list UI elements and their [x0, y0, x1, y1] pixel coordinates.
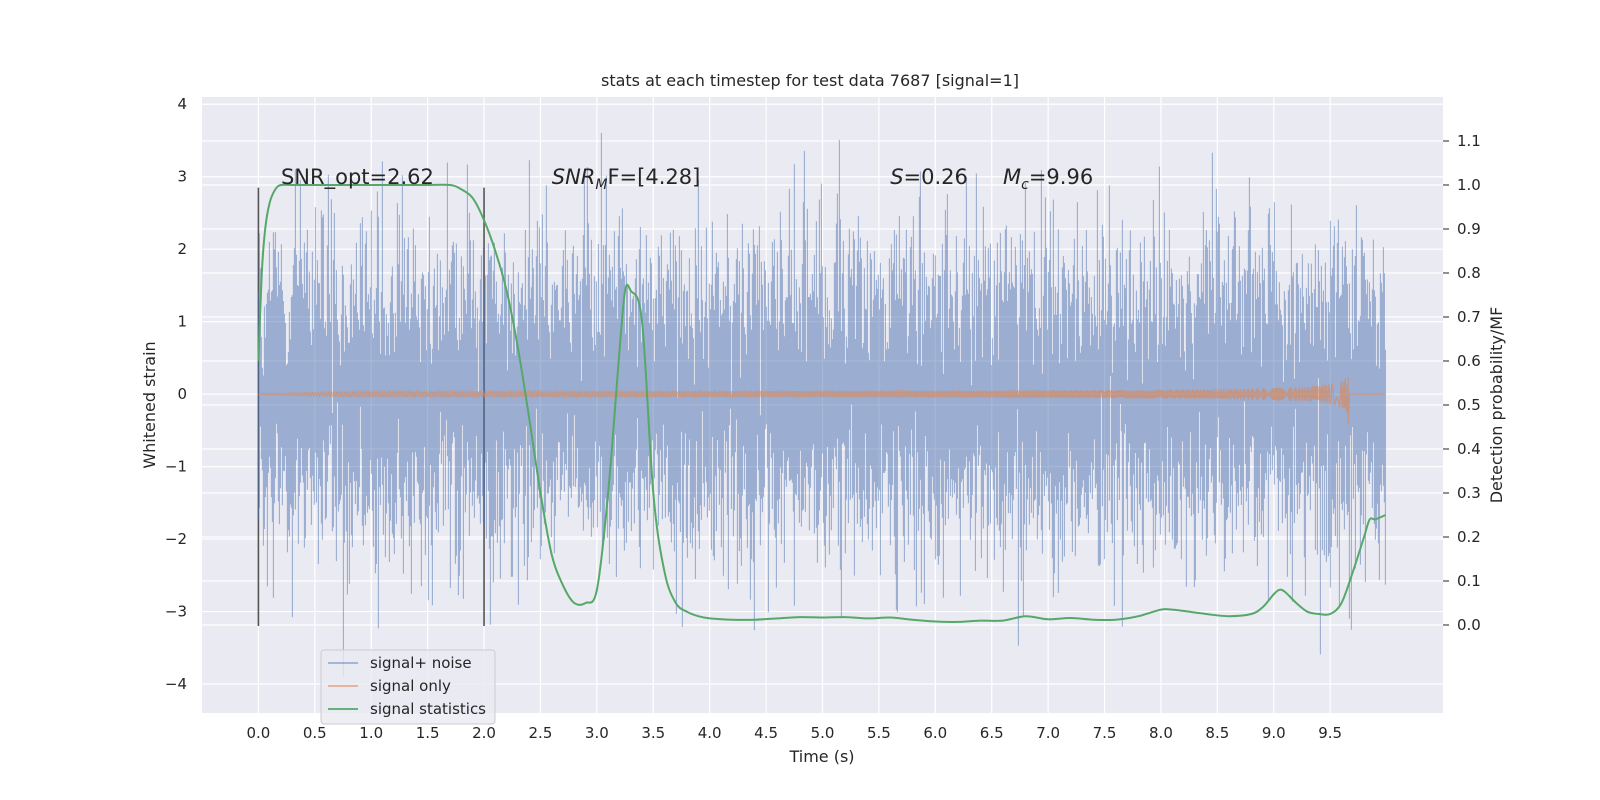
- y-axis-ticks: −4 −3 −2 −1 0 1 2 3 4: [165, 95, 187, 693]
- y-tick-label: 4: [177, 95, 187, 113]
- statistics-trace: [257, 183, 1386, 623]
- y-axis-label: Whitened strain: [140, 341, 159, 468]
- chirp-trace: [257, 377, 1386, 425]
- x-tick-label: 9.5: [1318, 724, 1342, 742]
- legend-label-signal-statistics: signal statistics: [370, 700, 486, 718]
- x-axis-ticks: 0.0 0.5 1.0 1.5 2.0 2.5 3.0 3.5 4.0 4.5 5.0 5.5 6.0 6…: [246, 724, 1342, 742]
- x-tick-label: 5.5: [867, 724, 891, 742]
- y-tick-label: −1: [165, 458, 187, 476]
- x-tick-label: 6.5: [980, 724, 1004, 742]
- x-tick-label: 8.5: [1205, 724, 1229, 742]
- x-axis-label: Time (s): [788, 747, 854, 766]
- y-right-tick-label: 0.1: [1457, 572, 1481, 590]
- x-tick-label: 1.5: [416, 724, 440, 742]
- y-right-tick-label: 0.8: [1457, 264, 1481, 282]
- legend-label-signal-plus-noise: signal+ noise: [370, 654, 472, 672]
- chart-title: stats at each timestep for test data 768…: [601, 71, 1019, 90]
- y-right-tick-label: 0.7: [1457, 308, 1481, 326]
- x-tick-label: 0.0: [246, 724, 270, 742]
- y-tick-label: −2: [165, 530, 187, 548]
- x-tick-label: 3.5: [641, 724, 665, 742]
- y-tick-label: 0: [177, 385, 187, 403]
- y-right-tick-label: 0.5: [1457, 396, 1481, 414]
- y-right-axis-label: Detection probability/MF: [1487, 307, 1506, 504]
- x-tick-label: 7.5: [1093, 724, 1117, 742]
- legend: signal+ noise signal only signal statist…: [320, 649, 496, 725]
- annotation-text: SNR_opt=2.62: [281, 165, 434, 190]
- y-right-tick-label: 0.4: [1457, 440, 1481, 458]
- y-right-tick-label: 0.6: [1457, 352, 1481, 370]
- series-signal-plus-noise: [257, 133, 1386, 677]
- x-tick-label: 0.5: [303, 724, 327, 742]
- x-tick-label: 2.5: [529, 724, 553, 742]
- x-tick-label: 5.0: [811, 724, 835, 742]
- noise-trace: [257, 133, 1386, 677]
- y-right-tick-label: 0.3: [1457, 484, 1481, 502]
- series-signal-only: [257, 377, 1386, 425]
- annotation-text: S=0.26: [890, 165, 968, 189]
- x-tick-label: 7.0: [1036, 724, 1060, 742]
- legend-label-signal-only: signal only: [370, 677, 451, 695]
- legend-box: [320, 649, 496, 725]
- y-right-tick-label: 0.9: [1457, 220, 1481, 238]
- y-tick-label: 3: [177, 168, 187, 186]
- x-tick-label: 4.5: [754, 724, 778, 742]
- x-tick-label: 4.0: [698, 724, 722, 742]
- y-tick-label: −4: [165, 675, 187, 693]
- annotations: SNR_opt=2.62 SNRMF=[4.28] S=0.26 Mc=9.96: [281, 165, 1093, 193]
- y-tick-label: −3: [165, 603, 187, 621]
- x-tick-label: 8.0: [1149, 724, 1173, 742]
- annotation-text: SNRMF=[4.28]: [552, 165, 701, 193]
- x-tick-label: 3.0: [585, 724, 609, 742]
- y-right-tick-label: 1.0: [1457, 176, 1481, 194]
- y-right-tick-label: 1.1: [1457, 132, 1481, 150]
- x-tick-label: 1.0: [359, 724, 383, 742]
- y-tick-label: 2: [177, 240, 187, 258]
- annotation-text: Mc=9.96: [1003, 165, 1093, 193]
- series-signal-statistics: [257, 183, 1386, 623]
- y-tick-label: 1: [177, 313, 187, 331]
- x-tick-label: 6.0: [923, 724, 947, 742]
- y-right-axis-ticks: 0.0 0.1 0.2 0.3 0.4 0.5 0.6 0.7 0.8 0.9 1.0 1.1: [1443, 132, 1481, 634]
- y-right-tick-label: 0.0: [1457, 616, 1481, 634]
- y-right-tick-label: 0.2: [1457, 528, 1481, 546]
- x-tick-label: 9.0: [1262, 724, 1286, 742]
- x-tick-label: 2.0: [472, 724, 496, 742]
